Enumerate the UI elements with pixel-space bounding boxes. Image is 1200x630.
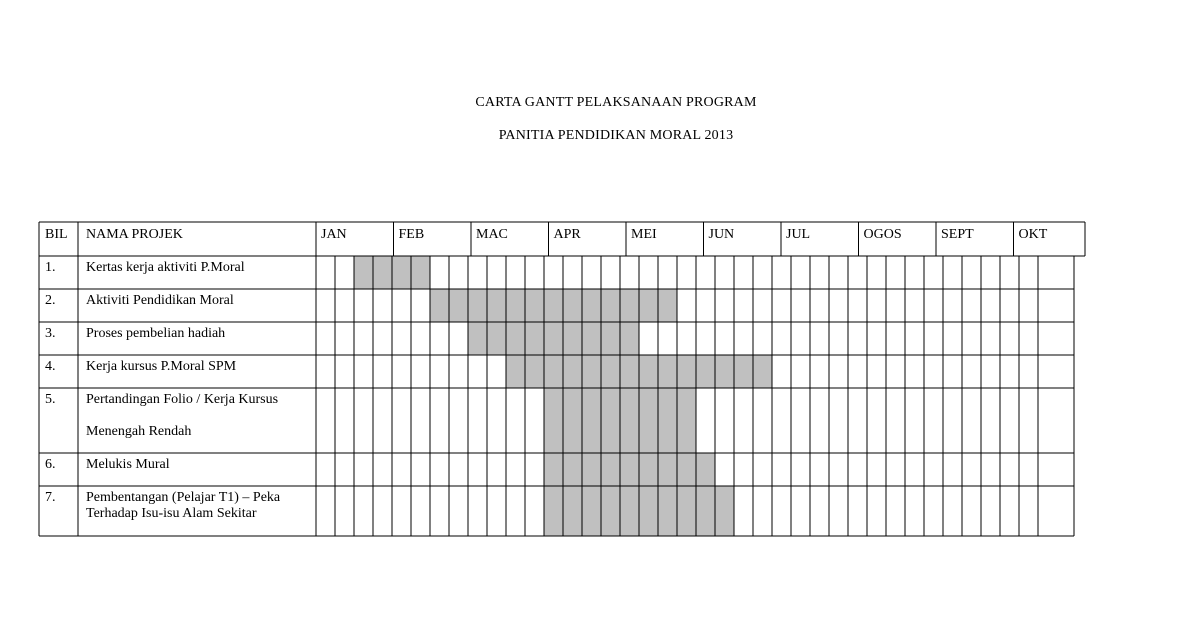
month-label-okt: OKT (1019, 227, 1048, 242)
project-name: Proses pembelian hadiah (86, 326, 225, 341)
month-label-mac: MAC (476, 227, 508, 242)
month-label-jan: JAN (321, 227, 347, 242)
month-label-sept: SEPT (941, 227, 974, 242)
month-label-feb: FEB (399, 227, 425, 242)
row-number: 2. (45, 293, 56, 308)
project-name: Melukis Mural (86, 457, 170, 472)
header-bil: BIL (45, 227, 68, 242)
chart-title: CARTA GANTT PELAKSANAAN PROGRAM (475, 95, 757, 110)
project-name: Terhadap Isu-isu Alam Sekitar (86, 506, 257, 521)
project-name: Pembentangan (Pelajar T1) – Peka (86, 490, 281, 505)
project-name: Aktiviti Pendidikan Moral (86, 293, 234, 308)
gantt-bar (430, 289, 677, 322)
month-label-ogos: OGOS (864, 227, 902, 242)
project-name: Kerja kursus P.Moral SPM (86, 359, 237, 374)
row-number: 5. (45, 392, 56, 407)
row-number: 6. (45, 457, 56, 472)
gantt-bar (468, 322, 639, 355)
project-name: Menengah Rendah (86, 424, 191, 439)
month-label-jun: JUN (709, 227, 735, 242)
row-number: 1. (45, 260, 56, 275)
row-number: 7. (45, 490, 56, 505)
month-label-jul: JUL (786, 227, 810, 242)
project-name: Pertandingan Folio / Kerja Kursus (86, 392, 278, 407)
project-name: Kertas kerja aktiviti P.Moral (86, 260, 245, 275)
gantt-bar (544, 453, 715, 486)
month-label-mei: MEI (631, 227, 657, 242)
header-nama-projek: NAMA PROJEK (86, 227, 183, 242)
month-label-apr: APR (554, 227, 582, 242)
row-number: 4. (45, 359, 56, 374)
row-number: 3. (45, 326, 56, 341)
chart-subtitle: PANITIA PENDIDIKAN MORAL 2013 (498, 128, 734, 143)
